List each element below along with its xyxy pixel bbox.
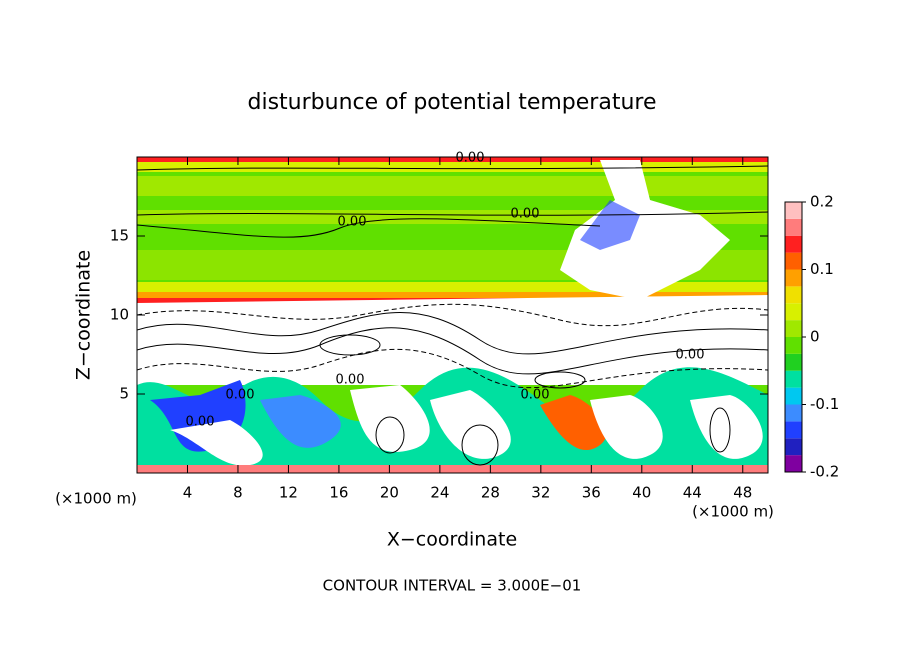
x-tick-label: 8 — [233, 484, 243, 502]
contour-label: 0.00 — [511, 207, 540, 222]
colorbar-swatch — [785, 337, 802, 354]
colorbar-tick-label: -0.2 — [810, 463, 839, 481]
colorbar-swatch — [785, 303, 802, 321]
colorbar-swatch — [785, 286, 802, 304]
x-tick-label: 36 — [582, 484, 601, 502]
x-tick-label: 44 — [683, 484, 702, 502]
x-tick-label: 32 — [531, 484, 550, 502]
x-tick-label: 40 — [632, 484, 651, 502]
colorbar-swatch — [785, 320, 802, 337]
colorbar-swatch — [785, 252, 802, 270]
x-axis-title: X−coordinate — [387, 529, 517, 551]
y-axis-title: Z−coordinate — [73, 250, 95, 380]
contour-label: 0.00 — [456, 151, 485, 166]
colorbar-swatch — [785, 421, 802, 439]
colorbar-swatch — [785, 370, 802, 388]
colorbar-swatch — [785, 455, 802, 472]
x-unit-left: (×1000 m) — [55, 490, 137, 508]
colorbar-swatch — [785, 353, 802, 371]
colorbar: -0.2 -0.1 0 0.1 0.2 — [784, 193, 839, 481]
colorbar-tick-label: 0.1 — [810, 260, 834, 278]
colorbar-swatch — [785, 218, 802, 236]
x-tick-label: 48 — [733, 484, 752, 502]
x-tick-label: 28 — [481, 484, 500, 502]
colorbar-tick-label: -0.1 — [810, 395, 839, 413]
colorbar-swatch — [785, 202, 802, 219]
x-tick-label: 24 — [430, 484, 449, 502]
x-tick-label: 20 — [380, 484, 399, 502]
y-tick-label: 10 — [110, 306, 129, 324]
colorbar-tick-label: 0 — [810, 328, 820, 346]
contour-field — [137, 157, 768, 473]
contour-label: 0.00 — [226, 388, 255, 403]
footer: CONTOUR INTERVAL = 3.000E−01 — [323, 577, 582, 595]
contour-label: 0.00 — [676, 348, 705, 363]
y-tick-label: 5 — [119, 385, 129, 403]
colorbar-swatch — [785, 438, 802, 456]
x-tick-label: 12 — [279, 484, 298, 502]
y-tick-label: 15 — [110, 227, 129, 245]
colorbar-swatch — [785, 387, 802, 405]
colorbar-swatch — [785, 235, 802, 253]
contour-label: 0.00 — [186, 415, 215, 430]
contour-label: 0.00 — [521, 388, 550, 403]
colorbar-tick-label: 0.2 — [810, 193, 834, 211]
colorbar-swatch — [785, 404, 802, 422]
x-tick-label: 16 — [329, 484, 348, 502]
contour-label: 0.00 — [336, 373, 365, 388]
contour-label: 0.00 — [338, 215, 367, 230]
x-tick-label: 4 — [183, 484, 193, 502]
x-unit-right: (×1000 m) — [692, 503, 774, 521]
chart-title: disturbunce of potential temperature — [248, 90, 657, 115]
colorbar-swatch — [785, 269, 802, 287]
